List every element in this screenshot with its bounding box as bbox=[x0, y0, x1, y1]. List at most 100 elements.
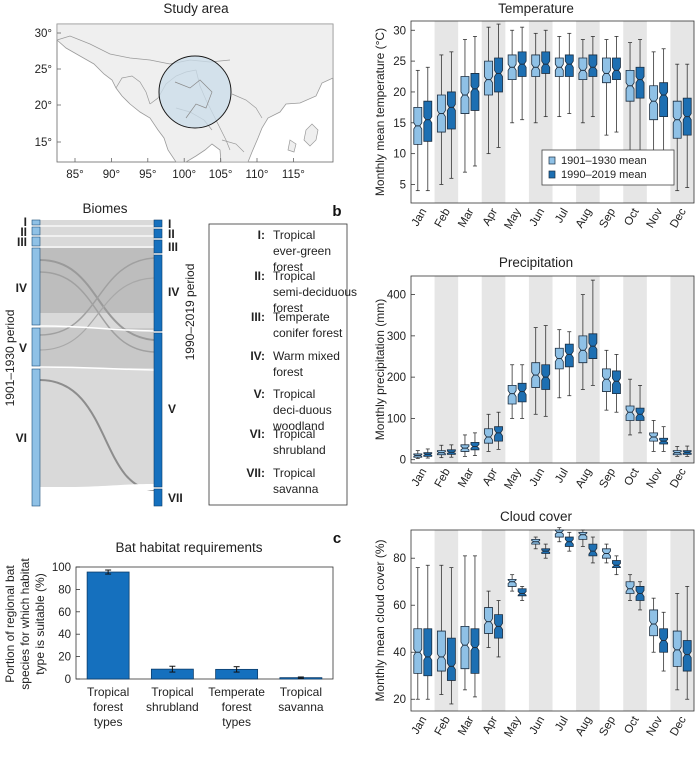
ytick-label: 300 bbox=[387, 331, 406, 343]
bar-ylabel-line: type is suitable (%) bbox=[33, 573, 47, 674]
study-area-circle bbox=[158, 55, 232, 129]
right-code-1: I bbox=[168, 217, 171, 231]
biome-legend-name: ever-green bbox=[273, 244, 331, 258]
alluvial-flows bbox=[39, 220, 155, 491]
biome-legend-name: Temperate bbox=[273, 310, 330, 324]
biome-legend-name: forest bbox=[273, 260, 304, 274]
map-lat-tick-label: 25° bbox=[35, 64, 52, 76]
box bbox=[494, 57, 503, 93]
axes-box bbox=[410, 20, 695, 204]
box bbox=[423, 628, 433, 677]
temperature-panel: Temperature d 51015202530JanFebMarAprMay… bbox=[373, 1, 695, 231]
month-label: Feb bbox=[433, 207, 453, 230]
month-label: May bbox=[502, 466, 523, 491]
box bbox=[578, 531, 588, 540]
temperature-title: Temperature bbox=[498, 1, 574, 16]
month-label: Mar bbox=[456, 714, 476, 737]
left-biome-codes: I II III IV V VI bbox=[16, 215, 27, 445]
month-band bbox=[434, 530, 459, 711]
month-label: Apr bbox=[481, 714, 500, 736]
box bbox=[612, 370, 621, 395]
ytick-label: 0 bbox=[400, 455, 406, 467]
bar-ytick-label: 80 bbox=[58, 584, 71, 596]
bar-category-label: forest bbox=[222, 700, 253, 714]
bar-category-label: Tropical bbox=[87, 685, 129, 699]
box bbox=[470, 628, 480, 674]
bar-panel: Bat habitat requirements c Portion of re… bbox=[3, 530, 341, 729]
biome-legend-name: woodland bbox=[272, 419, 324, 433]
month-label: Sep bbox=[597, 207, 618, 231]
box bbox=[517, 382, 527, 403]
left-code-4: IV bbox=[16, 281, 27, 295]
box bbox=[602, 57, 611, 84]
month-label: Sep bbox=[597, 715, 618, 739]
month-label: Oct bbox=[622, 466, 642, 488]
left-code-5: V bbox=[19, 341, 27, 355]
map-lon-ticks: 85° 90° 95° 100° 105° 110° 115° bbox=[66, 158, 305, 181]
ylabel: Monthly mean temperature (°C) bbox=[373, 28, 387, 196]
right-biome-codes: I II III IV V VII bbox=[168, 217, 183, 505]
right-code-2: II bbox=[168, 227, 175, 241]
month-label: May bbox=[502, 714, 523, 739]
box bbox=[682, 640, 692, 672]
bar-plot: 020406080100TropicalforesttypesTropicals… bbox=[52, 562, 334, 729]
box bbox=[625, 405, 635, 421]
biome-legend-name: forest bbox=[273, 301, 304, 315]
biome-legend-code: IV: bbox=[250, 349, 265, 363]
left-period-label: 1901–1930 period bbox=[3, 310, 17, 407]
map-lon-tick-label: 100° bbox=[172, 169, 196, 181]
right-code-7: VII bbox=[168, 491, 183, 505]
box bbox=[484, 60, 493, 96]
biome-legend-code: VI: bbox=[250, 427, 265, 441]
biomes-title: Biomes bbox=[82, 201, 127, 216]
month-label: May bbox=[502, 206, 523, 231]
panel-letter-b: b bbox=[332, 203, 341, 220]
ylabel: Monthly precipitation (mm) bbox=[373, 299, 387, 440]
map-lat-tick-label: 15° bbox=[35, 137, 52, 149]
bar-category-label: savanna bbox=[278, 700, 324, 714]
left-code-3: III bbox=[17, 235, 27, 249]
box bbox=[507, 578, 517, 587]
precipitation-title: Precipitation bbox=[499, 255, 573, 270]
bar-category-label: shrubland bbox=[146, 700, 199, 714]
month-label: Nov bbox=[645, 466, 666, 490]
ytick-label: 100 bbox=[387, 413, 406, 425]
ytick-label: 20 bbox=[393, 87, 406, 99]
bar-category-label: types bbox=[222, 715, 251, 729]
right-code-4: IV bbox=[168, 285, 179, 299]
biome-legend-name: deci-duous bbox=[273, 403, 332, 417]
map-lon-tick-label: 115° bbox=[282, 169, 305, 181]
legend-label: 1901–1930 mean bbox=[561, 155, 647, 167]
month-label: Aug bbox=[574, 207, 595, 231]
left-code-2: II bbox=[20, 225, 27, 239]
month-band bbox=[576, 530, 600, 711]
cloud-plot: 20 40 60 80 Jan Feb Mar Apr May Jun Jul Aug Sep Oct No… bbox=[373, 527, 695, 739]
box bbox=[588, 54, 598, 77]
map-lon-tick-label: 85° bbox=[66, 169, 83, 181]
bar bbox=[86, 571, 130, 680]
bar-ytick-label: 0 bbox=[65, 674, 71, 686]
bar-category-label: types bbox=[94, 715, 123, 729]
box bbox=[470, 73, 480, 111]
month-label: Jul bbox=[553, 467, 571, 486]
month-band bbox=[481, 276, 506, 463]
map-panel: Study area a 30°25°20°15° 85°90°95°100°1… bbox=[35, 1, 334, 181]
box bbox=[531, 54, 541, 77]
month-label: Jul bbox=[553, 207, 571, 226]
ytick-label: 200 bbox=[387, 372, 406, 384]
biome-legend-name: semi-deciduous bbox=[273, 285, 357, 299]
biome-legend-name: conifer forest bbox=[273, 326, 343, 340]
legend-swatch bbox=[548, 170, 556, 179]
month-label: Apr bbox=[481, 206, 500, 228]
bar-title: Bat habitat requirements bbox=[115, 540, 262, 555]
biome-legend-name: Tropical bbox=[273, 466, 315, 480]
panel-letter-c: c bbox=[333, 530, 341, 547]
bar-ylabel-line: species for which habitat bbox=[18, 558, 32, 690]
ytick-label: 40 bbox=[393, 647, 406, 659]
ylabel: Monthly mean cloud cover (%) bbox=[373, 539, 387, 701]
map-lon-tick-label: 90° bbox=[103, 169, 120, 181]
map-lat-ticks: 30° 25° 20° 15° bbox=[35, 28, 61, 149]
month-label: Jan bbox=[410, 207, 430, 229]
month-band bbox=[434, 276, 459, 463]
map-title: Study area bbox=[163, 1, 229, 16]
